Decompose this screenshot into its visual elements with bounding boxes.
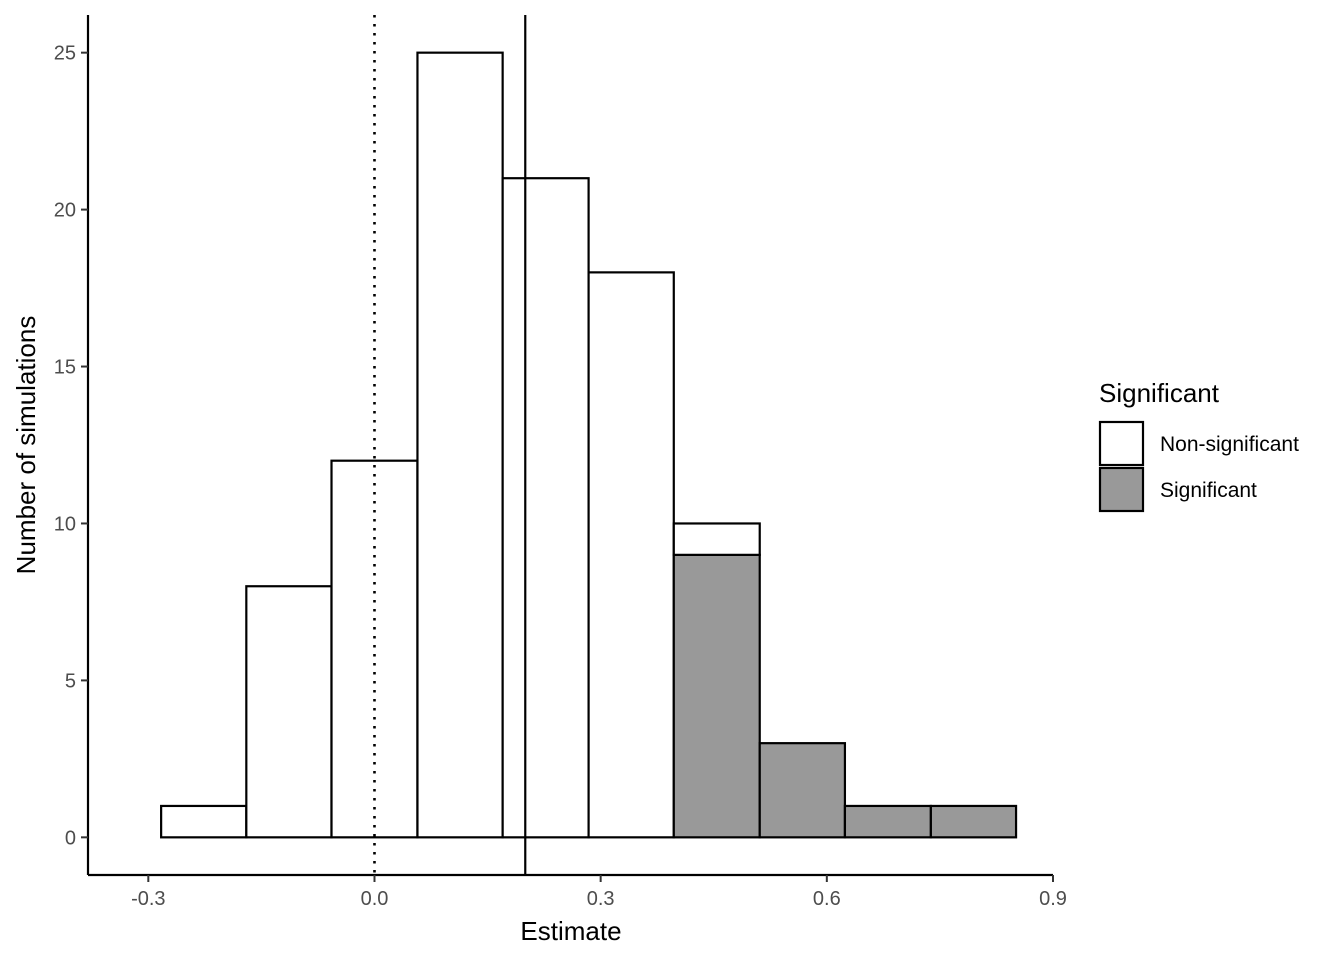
y-tick-label: 15	[54, 357, 76, 379]
y-tick-label: 0	[65, 827, 76, 849]
y-ticks: 0 5 10 15 20 25	[54, 43, 88, 849]
bar-nonsignificant-2	[330, 459, 419, 839]
bar-nonsignificant-1	[245, 585, 333, 839]
bar-significant-9	[929, 804, 1018, 839]
bar-nonsignificant-5	[587, 271, 675, 839]
bars-layer	[160, 51, 1018, 839]
x-tick-label: 0.9	[1039, 888, 1067, 910]
x-tick-label: 0.0	[361, 888, 389, 910]
y-tick-label: 5	[65, 670, 76, 692]
bar-nonsignificant-4	[501, 177, 590, 839]
x-tick-label: 0.3	[587, 888, 615, 910]
legend: Significant Non-significant Significant	[1098, 378, 1299, 513]
legend-key-nonsignificant	[1098, 420, 1145, 467]
y-tick-label: 20	[54, 200, 76, 222]
legend-label-nonsignificant: Non-significant	[1160, 433, 1299, 456]
x-tick-label: -0.3	[131, 888, 165, 910]
x-axis-title: Estimate	[520, 916, 621, 946]
bar-significant-6	[672, 553, 761, 839]
bar-significant-7	[758, 742, 847, 839]
y-axis-title: Number of simulations	[11, 316, 41, 575]
bar-nonsignificant-6	[672, 522, 761, 556]
reference-lines-layer	[373, 15, 527, 875]
legend-title: Significant	[1099, 378, 1220, 408]
bar-nonsignificant-3	[416, 51, 504, 839]
x-ticks: -0.3 0.0 0.3 0.6 0.9	[131, 875, 1067, 910]
y-tick-label: 10	[54, 513, 76, 535]
x-tick-label: 0.6	[813, 888, 841, 910]
bar-nonsignificant-0	[160, 804, 248, 839]
legend-key-significant	[1098, 466, 1145, 513]
y-tick-label: 25	[54, 43, 76, 65]
legend-label-significant: Significant	[1160, 479, 1257, 502]
bar-significant-8	[843, 804, 932, 839]
axes-layer	[86, 15, 1053, 877]
